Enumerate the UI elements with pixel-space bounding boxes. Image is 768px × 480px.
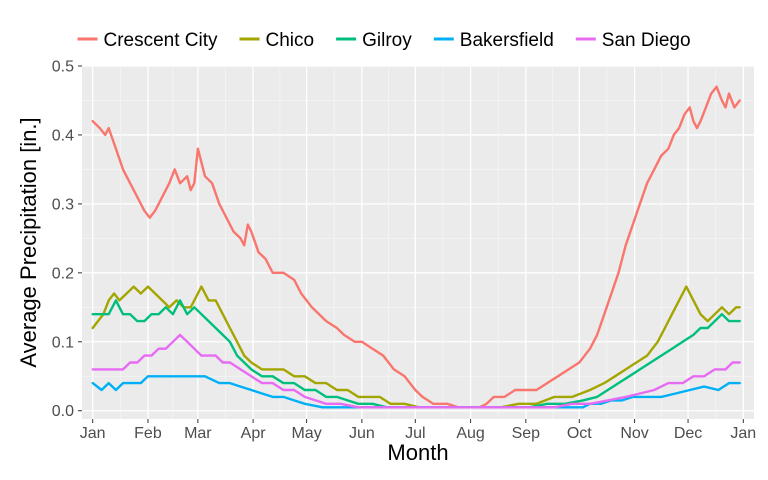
y-axis: 0.0 0.1 0.2 0.3 0.4 0.5 [52, 59, 82, 420]
x-axis: Jan Feb Mar Apr May Jun Jul Aug Sep Oct Nov Dec Jan [80, 419, 756, 442]
x-tick-label: Feb [134, 425, 162, 442]
series-line-crescent-city [91, 85, 741, 409]
plot-panel [82, 66, 754, 419]
legend-label: Gilroy [362, 30, 412, 51]
series-line-san-diego [91, 333, 741, 409]
legend-item: Crescent City [77, 30, 219, 51]
legend: Crescent City Chico Gilroy Bakersfield San D… [77, 30, 691, 51]
x-tick-label: Oct [567, 425, 592, 442]
legend-label: Bakersfield [460, 30, 554, 51]
legend-item: San Diego [575, 30, 691, 51]
x-tick-label: Dec [674, 425, 702, 442]
y-tick-label: 0.1 [52, 334, 74, 351]
x-tick-label: Jan [730, 425, 756, 442]
x-tick-label: Nov [620, 425, 648, 442]
y-axis-title: Average Precipitation [in.] [16, 117, 41, 367]
x-tick-label: Jan [80, 425, 106, 442]
y-tick-label: 0.4 [52, 127, 74, 144]
legend-label: Crescent City [104, 30, 219, 51]
x-tick-label: Aug [456, 425, 484, 442]
x-tick-label: Mar [184, 425, 212, 442]
series-lines [91, 85, 741, 409]
x-axis-title: Month [387, 440, 448, 465]
x-tick-label: Sep [512, 425, 541, 442]
y-tick-label: 0.2 [52, 265, 74, 282]
y-tick-label: 0.0 [52, 403, 74, 420]
y-tick-label: 0.5 [52, 59, 74, 76]
series-line-gilroy [91, 299, 741, 409]
x-tick-label: Jul [405, 425, 425, 442]
legend-item: Bakersfield [433, 30, 554, 51]
y-tick-label: 0.3 [52, 196, 74, 213]
series-line-chico [91, 285, 741, 409]
x-tick-label: Apr [241, 425, 267, 442]
x-tick-label: May [291, 425, 321, 442]
x-tick-label: Jun [349, 425, 375, 442]
legend-label: Chico [266, 30, 315, 51]
legend-label: San Diego [602, 30, 691, 51]
legend-item: Gilroy [336, 30, 412, 51]
legend-item: Chico [239, 30, 315, 51]
